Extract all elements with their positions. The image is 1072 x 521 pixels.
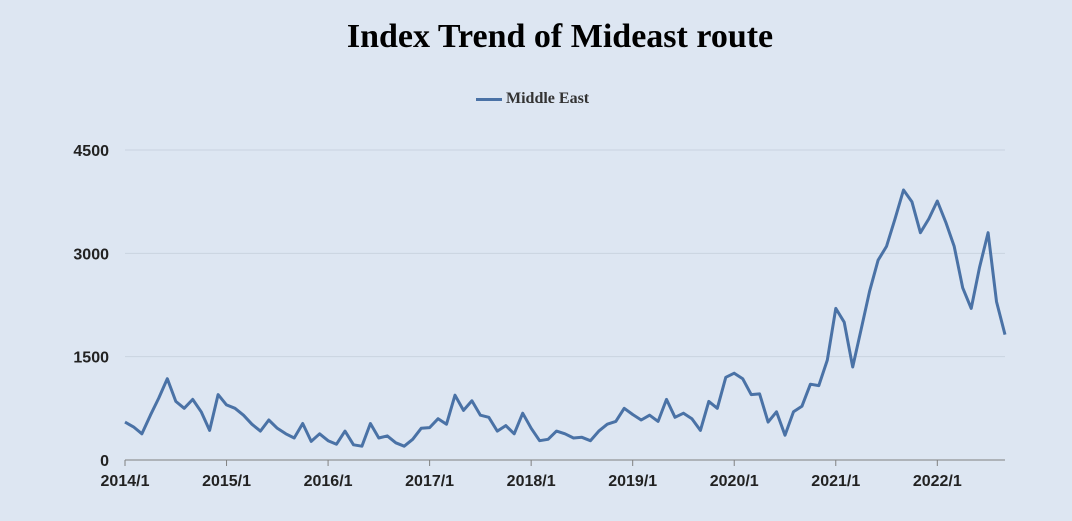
chart-title: Index Trend of Mideast route <box>346 18 774 55</box>
x-tick-label: 2016/1 <box>304 473 353 490</box>
x-tick-label: 2020/1 <box>710 473 759 490</box>
x-tick-label: 2021/1 <box>811 473 860 490</box>
x-tick-label: 2022/1 <box>913 473 962 490</box>
x-tick-label: 2014/1 <box>101 473 150 490</box>
y-tick-label: 3000 <box>73 246 109 263</box>
y-tick-label: 4500 <box>73 143 109 160</box>
x-tick-label: 2019/1 <box>608 473 657 490</box>
legend-label: Middle East <box>506 90 590 107</box>
y-tick-label: 1500 <box>73 350 109 367</box>
x-tick-label: 2017/1 <box>405 473 454 490</box>
x-tick-label: 2015/1 <box>202 473 251 490</box>
series-line-middle-east <box>124 188 1007 448</box>
y-tick-label: 0 <box>100 453 109 470</box>
legend: Middle East <box>476 90 589 108</box>
x-tick-label: 2018/1 <box>507 473 556 490</box>
legend-line-swatch <box>476 97 502 101</box>
